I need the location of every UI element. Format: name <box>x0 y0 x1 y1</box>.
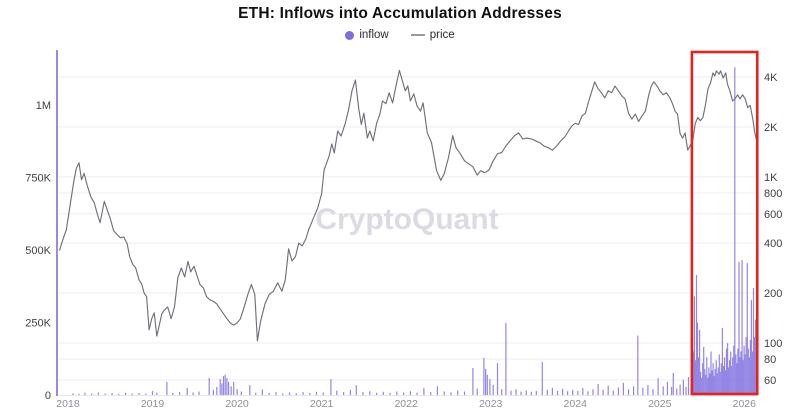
legend-inflow-label: inflow <box>359 29 389 41</box>
right-axis-label: 800 <box>764 188 782 200</box>
x-axis-label: 2018 <box>56 398 80 410</box>
right-axis-label: 200 <box>764 288 782 300</box>
x-axis-label: 2019 <box>141 398 165 410</box>
left-axis-label: 0 <box>45 390 51 402</box>
legend-item-inflow[interactable]: inflow <box>345 29 389 41</box>
watermark: CryptoQuant <box>315 203 498 236</box>
x-axis-label: 2020 <box>225 398 249 410</box>
right-axis-label: 80 <box>764 354 776 366</box>
legend-item-price[interactable]: price <box>410 29 455 41</box>
right-axis-label: 1K <box>764 172 778 184</box>
chart-legend: inflow price <box>0 29 800 41</box>
page-title: ETH: Inflows into Accumulation Addresses <box>238 5 562 22</box>
right-axis-label: 2K <box>764 122 778 134</box>
x-axis-label: 2024 <box>564 398 588 410</box>
x-axis-label: 2025 <box>648 398 672 410</box>
legend-price-label: price <box>429 29 455 41</box>
right-axis-label: 600 <box>764 209 782 221</box>
left-axis-label: 1M <box>36 100 51 112</box>
left-axis-label: 750K <box>25 173 51 185</box>
x-axis-label: 2022 <box>394 398 418 410</box>
inflow-dot-icon <box>345 30 355 40</box>
right-axis-label: 100 <box>764 338 782 350</box>
right-axis-label: 400 <box>764 238 782 250</box>
left-axis-label: 250K <box>25 318 51 330</box>
price-line <box>58 69 757 342</box>
x-axis-label: 2021 <box>310 398 334 410</box>
x-axis-label: 2023 <box>479 398 503 410</box>
left-axis-label: 500K <box>25 245 51 257</box>
highlight-rect <box>690 50 759 396</box>
right-axis-label: 60 <box>764 375 776 387</box>
x-axis-label: 2026 <box>733 398 757 410</box>
inflow-bars <box>72 67 757 396</box>
price-line-icon <box>410 34 425 36</box>
right-axis-label: 4K <box>764 72 778 84</box>
